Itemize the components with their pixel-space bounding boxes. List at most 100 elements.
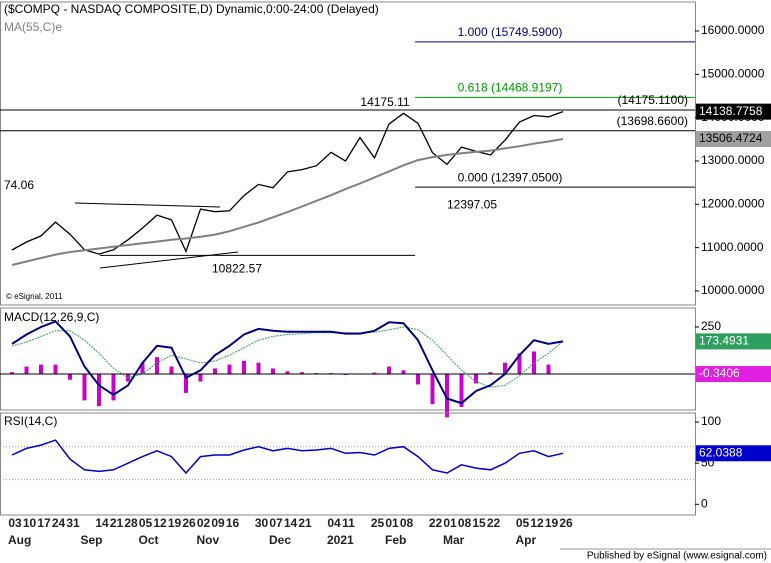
x-tick-label: 22 (487, 516, 501, 530)
annotation: 12397.05 (447, 197, 497, 211)
x-month-label: Nov (197, 533, 220, 547)
histogram-bar (39, 364, 43, 375)
annotation: 14175.11 (360, 95, 409, 109)
y-tick-label: 13000.0000 (701, 153, 765, 167)
x-tick-label: 24 (52, 516, 66, 530)
x-month-label: Feb (385, 533, 406, 547)
x-tick-label: 01 (443, 516, 457, 530)
histogram-bar (459, 374, 464, 407)
x-tick-label: 22 (429, 516, 443, 530)
y-tick-label: 12000.0000 (701, 196, 765, 210)
x-tick-label: 14 (95, 516, 109, 530)
histogram-bar (517, 353, 522, 375)
moving-average (11, 138, 564, 266)
value-box-label: 62.0388 (699, 445, 743, 459)
x-tick-label: 07 (269, 516, 283, 530)
y-tick-label: 0 (701, 496, 708, 510)
x-tick-label: 30 (255, 516, 269, 530)
fib-level-label: (14175.1100) (618, 93, 689, 107)
histogram-bar (372, 372, 377, 375)
x-month-label: 2021 (327, 533, 354, 547)
histogram-bar (10, 372, 14, 375)
x-tick-label: 16 (226, 516, 240, 530)
histogram-bar (68, 374, 72, 380)
annotation: 74.06 (4, 178, 34, 192)
histogram-bar (503, 362, 507, 375)
x-tick-label: 12 (153, 516, 167, 530)
histogram-bar (285, 371, 290, 375)
x-tick-label: 11 (342, 516, 355, 530)
x-tick-label: 12 (530, 516, 544, 530)
x-tick-label: 05 (516, 516, 530, 530)
credit: © eSignal, 2011 (6, 292, 63, 301)
fib-level-label: 0.618 (14468.9197) (458, 80, 563, 94)
trend-line (74, 202, 221, 208)
y-tick-label: 11000.0000 (701, 240, 764, 254)
panel-title: MACD(12,26,9,C) (4, 310, 99, 324)
histogram-bar (53, 364, 58, 375)
x-tick-label: 17 (37, 516, 51, 530)
x-month-label: Mar (443, 533, 465, 547)
value-box-label: -0.3406 (699, 366, 740, 380)
price-line (11, 110, 564, 255)
histogram-bar (532, 351, 536, 375)
signal-line (11, 326, 564, 388)
histogram-bar (474, 374, 478, 384)
x-tick-label: 10 (23, 516, 37, 530)
chart-title: ($COMPQ - NASDAQ COMPOSITE,D) Dynamic,0:… (4, 2, 379, 16)
y-tick-label: 100 (701, 414, 721, 428)
x-tick-label: 15 (472, 516, 486, 530)
histogram-bar (546, 364, 551, 375)
y-tick-label: 16000.0000 (701, 23, 765, 37)
x-month-label: Apr (516, 533, 537, 547)
x-tick-label: 08 (458, 516, 472, 530)
fib-level-label: 1.000 (15749.5900) (458, 25, 563, 39)
x-tick-label: 21 (110, 516, 124, 530)
footer: Published by eSignal (www.esignal.com) (587, 551, 767, 562)
value-box-label: 173.4931 (699, 334, 749, 348)
x-month-label: Oct (139, 533, 159, 547)
x-tick-label: 19 (545, 516, 559, 530)
panel-title: RSI(14,C) (4, 414, 57, 428)
histogram-bar (155, 357, 159, 375)
legend-entry: MA(55,C)e (4, 20, 62, 34)
histogram-bar (24, 366, 29, 375)
y-tick-label: 10000.0000 (701, 283, 765, 297)
macd-line (11, 320, 564, 405)
x-tick-label: 08 (400, 516, 414, 530)
histogram-bar (82, 374, 87, 401)
x-month-label: Sep (81, 533, 103, 547)
histogram-bar (184, 374, 188, 393)
x-tick-label: 25 (371, 516, 385, 530)
annotation: 10822.57 (212, 261, 262, 275)
histogram-bar (430, 374, 435, 405)
x-tick-label: 01 (385, 516, 399, 530)
panel-frame (0, 1, 696, 306)
histogram-bar (300, 372, 304, 375)
rsi-line (11, 439, 564, 475)
histogram-bar (488, 372, 493, 375)
y-tick-label: 15000.0000 (701, 66, 765, 80)
x-tick-label: 26 (182, 516, 196, 530)
panel-frame (0, 412, 696, 516)
histogram-bar (242, 360, 246, 375)
histogram-bar (256, 362, 261, 375)
fib-level-label: (13698.6600) (617, 114, 688, 128)
histogram-bar (198, 374, 203, 382)
x-tick-label: 21 (298, 516, 312, 530)
x-tick-label: 19 (168, 516, 182, 530)
x-tick-label: 28 (124, 516, 138, 530)
x-month-label: Aug (8, 533, 31, 547)
x-tick-label: 26 (559, 516, 573, 530)
x-tick-label: 02 (197, 516, 211, 530)
histogram-bar (213, 368, 217, 375)
histogram-bar (97, 374, 101, 407)
x-month-label: Dec (269, 533, 291, 547)
x-tick-label: 09 (211, 516, 225, 530)
x-tick-label: 05 (139, 516, 153, 530)
value-box (696, 333, 771, 350)
histogram-bar (416, 374, 420, 385)
histogram-bar (140, 362, 145, 375)
